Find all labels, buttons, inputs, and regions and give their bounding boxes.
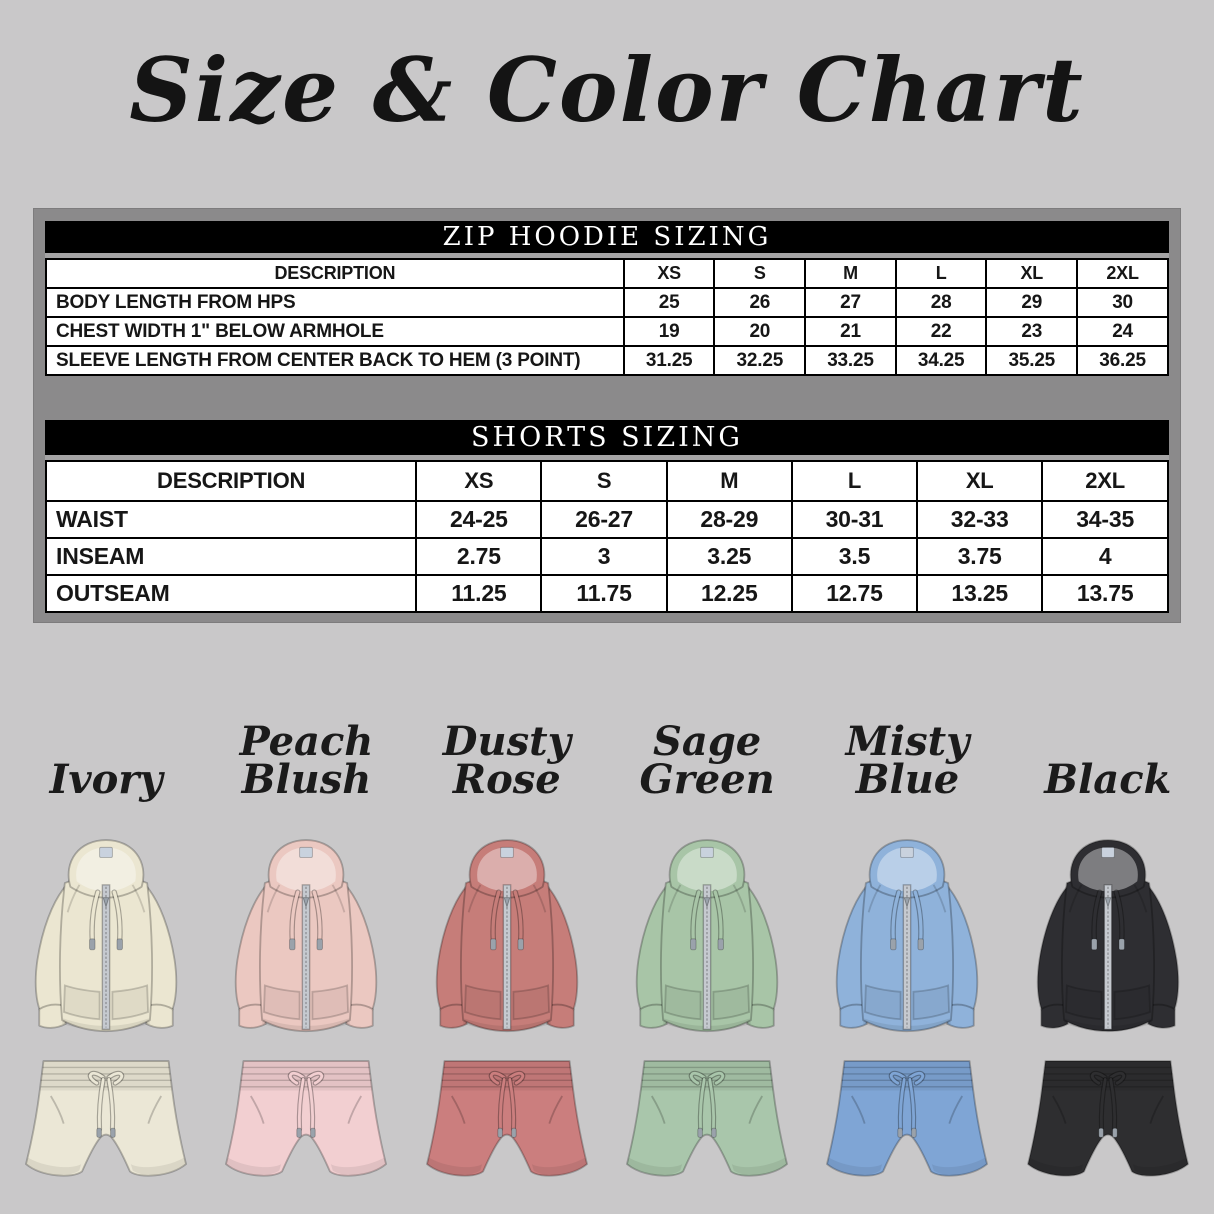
value-cell: 25: [622, 287, 716, 318]
hoodie-image: [811, 817, 1003, 1046]
value-cell: 11.75: [540, 574, 668, 613]
value-cell: 32.25: [713, 345, 807, 376]
hoodie-image: [210, 817, 402, 1046]
value-cell: 34-35: [1041, 500, 1169, 539]
value-cell: 13.75: [1041, 574, 1169, 613]
value-cell: 24-25: [415, 500, 543, 539]
value-cell: 3.25: [665, 537, 793, 576]
shorts-image: [815, 1050, 999, 1188]
value-cell: 12.25: [665, 574, 793, 613]
table-row: CHEST WIDTH 1" BELOW ARMHOLE 19 20 21 22…: [45, 316, 1169, 347]
zip-hoodie-sizing-table: DESCRIPTION XS S M L XL 2XL BODY LENGTH …: [45, 258, 1169, 376]
value-cell: 2.75: [415, 537, 543, 576]
hoodie-image: [10, 817, 202, 1046]
color-card: Misty Blue: [807, 653, 1007, 1188]
color-card: Sage Green: [607, 653, 807, 1188]
header-cell: 2XL: [1041, 460, 1169, 502]
color-name: Sage Green: [639, 718, 775, 803]
value-cell: 19: [622, 316, 716, 347]
value-cell: 4: [1041, 537, 1169, 576]
value-cell: 35.25: [985, 345, 1079, 376]
color-name: Dusty Rose: [442, 718, 571, 803]
value-cell: 22: [894, 316, 988, 347]
value-cell: 30-31: [790, 500, 919, 539]
row-label: SLEEVE LENGTH FROM CENTER BACK TO HEM (3…: [45, 345, 625, 376]
row-label: INSEAM: [44, 537, 418, 576]
sizing-panel: ZIP HOODIE SIZING DESCRIPTION XS S M L X…: [33, 208, 1181, 623]
hoodie-image: [411, 817, 603, 1046]
table-title: ZIP HOODIE SIZING: [45, 221, 1169, 258]
value-cell: 28: [894, 287, 988, 318]
shorts-image: [14, 1050, 198, 1188]
value-cell: 12.75: [790, 574, 919, 613]
row-label: WAIST: [44, 500, 418, 539]
value-cell: 32-33: [916, 500, 1044, 539]
hoodie-image: [611, 817, 803, 1046]
value-cell: 30: [1076, 287, 1169, 318]
value-cell: 29: [985, 287, 1079, 318]
shorts-sizing-table: DESCRIPTION XS S M L XL 2XL WAIST 24-25 …: [44, 460, 1169, 613]
color-name: Peach Blush: [239, 718, 374, 803]
table-row: INSEAM 2.75 3 3.25 3.5 3.75 4: [44, 537, 1169, 576]
table-header-row: DESCRIPTION XS S M L XL 2XL: [44, 460, 1169, 502]
zip-hoodie-sizing-block: ZIP HOODIE SIZING DESCRIPTION XS S M L X…: [45, 221, 1169, 376]
table-row: WAIST 24-25 26-27 28-29 30-31 32-33 34-3…: [44, 500, 1169, 539]
header-cell: XS: [415, 460, 543, 502]
shorts-sizing-block: SHORTS SIZING DESCRIPTION XS S M L XL 2X…: [44, 420, 1169, 613]
row-label: CHEST WIDTH 1" BELOW ARMHOLE: [45, 316, 625, 347]
row-label: OUTSEAM: [44, 574, 418, 613]
value-cell: 3: [540, 537, 668, 576]
shorts-image: [615, 1050, 799, 1188]
header-cell: S: [713, 258, 807, 289]
color-name: Black: [1044, 756, 1172, 803]
table-row: SLEEVE LENGTH FROM CENTER BACK TO HEM (3…: [45, 345, 1169, 376]
value-cell: 11.25: [415, 574, 543, 613]
header-cell: DESCRIPTION: [45, 258, 625, 289]
table-header-row: DESCRIPTION XS S M L XL 2XL: [45, 258, 1169, 289]
color-card: Dusty Rose: [407, 653, 607, 1188]
color-card: Black: [1008, 653, 1208, 1188]
row-label: BODY LENGTH FROM HPS: [45, 287, 625, 318]
value-cell: 3.5: [790, 537, 919, 576]
value-cell: 13.25: [916, 574, 1044, 613]
header-cell: XL: [916, 460, 1044, 502]
hoodie-image: [1012, 817, 1204, 1046]
title-area: Size & Color Chart: [0, 0, 1214, 180]
color-card: Ivory: [6, 653, 206, 1188]
value-cell: 23: [985, 316, 1079, 347]
color-card: Peach Blush: [206, 653, 406, 1188]
header-cell: M: [804, 258, 897, 289]
header-cell: XS: [622, 258, 716, 289]
page-title: Size & Color Chart: [129, 38, 1085, 142]
color-name: Misty Blue: [845, 718, 970, 803]
color-name: Ivory: [49, 756, 163, 803]
value-cell: 26: [713, 287, 807, 318]
header-cell: S: [540, 460, 668, 502]
table-row: BODY LENGTH FROM HPS 25 26 27 28 29 30: [45, 287, 1169, 318]
value-cell: 26-27: [540, 500, 668, 539]
value-cell: 20: [713, 316, 807, 347]
header-cell: M: [665, 460, 793, 502]
header-cell: L: [790, 460, 919, 502]
header-cell: 2XL: [1076, 258, 1169, 289]
shorts-image: [415, 1050, 599, 1188]
shorts-image: [1016, 1050, 1200, 1188]
table-title: SHORTS SIZING: [45, 420, 1169, 460]
value-cell: 3.75: [916, 537, 1044, 576]
value-cell: 33.25: [804, 345, 897, 376]
header-cell: XL: [985, 258, 1079, 289]
color-swatches: Ivory Peach Blush Dusty Rose Sage Green …: [0, 653, 1214, 1188]
value-cell: 27: [804, 287, 897, 318]
header-cell: L: [894, 258, 988, 289]
value-cell: 28-29: [665, 500, 793, 539]
value-cell: 21: [804, 316, 897, 347]
value-cell: 36.25: [1076, 345, 1169, 376]
value-cell: 34.25: [894, 345, 988, 376]
shorts-image: [214, 1050, 398, 1188]
table-row: OUTSEAM 11.25 11.75 12.25 12.75 13.25 13…: [44, 574, 1169, 613]
value-cell: 31.25: [622, 345, 716, 376]
value-cell: 24: [1076, 316, 1169, 347]
header-cell: DESCRIPTION: [44, 460, 418, 502]
